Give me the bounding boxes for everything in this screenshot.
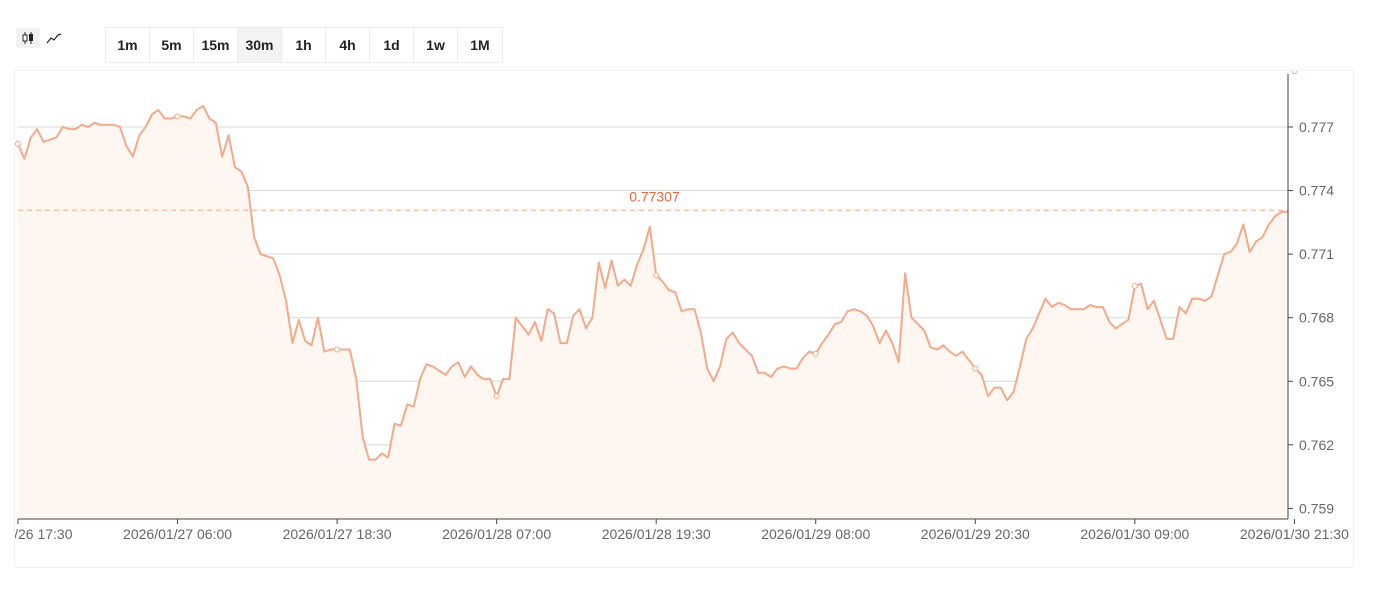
- x-tick-label: 2026/01/30 21:30: [1240, 526, 1349, 542]
- chart-frame: 0.759 0.762 0.765 0.768 0.771 0.774 0.777 0.773…: [14, 70, 1354, 568]
- interval-button-2[interactable]: 15m: [194, 28, 238, 62]
- data-point: [812, 350, 819, 357]
- x-tick-label: 2026/01/27 18:30: [283, 526, 392, 542]
- interval-button-4[interactable]: 1h: [282, 28, 326, 62]
- data-point: [174, 113, 181, 120]
- candlestick-button[interactable]: [16, 28, 40, 48]
- interval-button-5[interactable]: 4h: [326, 28, 370, 62]
- x-tick-label: 2026/01/26 17:30: [15, 526, 73, 542]
- area-fill: [18, 105, 1288, 519]
- data-point: [653, 272, 660, 279]
- data-point: [15, 140, 21, 147]
- x-tick-label: 2026/01/28 07:00: [442, 526, 551, 542]
- x-tick-label: 2026/01/29 08:00: [761, 526, 870, 542]
- x-tick-label: 2026/01/27 06:00: [123, 526, 232, 542]
- interval-button-8[interactable]: 1M: [470, 37, 490, 53]
- chart-type-switch: [16, 28, 66, 48]
- data-point: [493, 393, 500, 400]
- x-tick-label: 2026/01/29 20:30: [921, 526, 1030, 542]
- interval-button-1[interactable]: 5m: [150, 28, 194, 62]
- interval-button-7[interactable]: 1w: [414, 28, 458, 62]
- interval-button-0[interactable]: 1m: [106, 28, 150, 62]
- y-tick-label: 0.768: [1299, 310, 1334, 326]
- x-tick-label: 2026/01/28 19:30: [602, 526, 711, 542]
- line-chart-button[interactable]: [42, 28, 66, 48]
- interval-button-3[interactable]: 30m: [238, 28, 282, 62]
- y-tick-label: 0.771: [1299, 246, 1334, 262]
- y-tick-label: 0.777: [1299, 119, 1334, 135]
- y-tick-label: 0.759: [1299, 500, 1334, 516]
- data-point: [334, 346, 341, 353]
- interval-button-6[interactable]: 1d: [370, 28, 414, 62]
- candlestick-icon: [22, 32, 33, 44]
- data-point: [972, 365, 979, 372]
- y-tick-label: 0.762: [1299, 437, 1334, 453]
- line-chart-icon: [46, 33, 62, 44]
- y-tick-label: 0.765: [1299, 373, 1334, 389]
- price-chart: 0.759 0.762 0.765 0.768 0.771 0.774 0.777 0.773…: [15, 71, 1349, 542]
- y-tick-label: 0.774: [1299, 183, 1334, 199]
- last-value-label: 0.77307: [629, 188, 680, 204]
- data-point: [1291, 71, 1298, 74]
- interval-selector: 1m 5m 15m 30m 1h 4h 1d 1w 1M: [105, 27, 503, 63]
- data-point: [1131, 282, 1138, 289]
- x-tick-label: 2026/01/30 09:00: [1080, 526, 1189, 542]
- price-line: [17, 104, 1288, 461]
